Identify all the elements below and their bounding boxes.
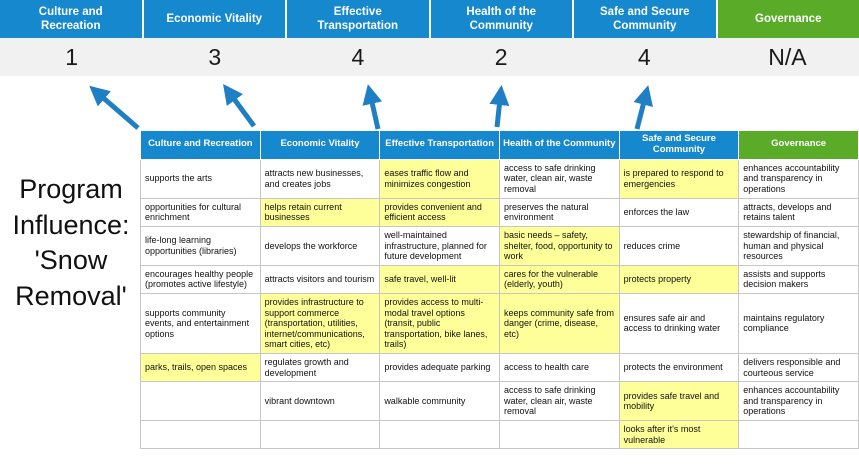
- matrix-cell-highlighted: safe travel, well-lit: [379, 264, 500, 294]
- program-title-line: Influence:: [12, 209, 130, 240]
- pillar-score-3: 4: [351, 43, 365, 70]
- matrix-cell: maintains regulatory compliance: [738, 292, 859, 354]
- matrix-cell: walkable community: [379, 381, 500, 422]
- matrix-header-3: Effective Transportation: [379, 130, 500, 160]
- matrix-cell: reduces crime: [618, 225, 740, 266]
- matrix-header-4: Health of the Community: [498, 130, 620, 160]
- matrix-row-4: encourages healthy people (promotes acti…: [140, 264, 859, 294]
- pillar-header-4: Health of the Community: [430, 0, 572, 38]
- up-arrow-icon: [633, 85, 653, 130]
- pillar-header-3: Effective Transportation: [287, 0, 429, 38]
- matrix-header-6: Governance: [738, 130, 859, 160]
- matrix-cell-highlighted: provides access to multi-modal travel op…: [379, 292, 500, 354]
- matrix-cell: well-maintained infrastructure, planned …: [379, 225, 500, 266]
- matrix-cell: access to safe drinking water, clean air…: [498, 381, 620, 422]
- influence-matrix: Culture and Recreation Economic Vitality E…: [140, 130, 859, 450]
- matrix-cell: enforces the law: [618, 197, 740, 227]
- program-title-line: 'Snow: [34, 245, 108, 276]
- scoreboard-header-row: Culture and Recreation Economic Vitality E…: [0, 0, 859, 38]
- matrix-cell: assists and supports decision makers: [738, 264, 859, 294]
- up-arrow-icon: [223, 83, 257, 128]
- pillar-score-1: 1: [65, 43, 78, 70]
- pillar-header-5: Safe and Secure Community: [574, 0, 716, 38]
- up-arrow-icon: [489, 85, 510, 128]
- matrix-row-7: vibrant downtown walkable community access…: [140, 381, 859, 422]
- matrix-body: supports the arts attracts new businesses…: [140, 158, 859, 450]
- matrix-cell: provides adequate parking: [379, 352, 500, 383]
- matrix-cell-highlighted: provides infrastructure to support comme…: [259, 292, 381, 354]
- score-arrows: [89, 83, 653, 130]
- matrix-cell: attracts, develops and retains talent: [738, 197, 859, 227]
- matrix-cell: vibrant downtown: [259, 381, 381, 422]
- matrix-cell-highlighted: looks after it's most vulnerable: [618, 420, 740, 450]
- pillar-score-4: 2: [494, 43, 508, 70]
- program-title: Program Influence: 'Snow Removal': [0, 172, 142, 315]
- pillar-score-6: N/A: [768, 43, 807, 70]
- matrix-cell: delivers responsible and courteous servi…: [738, 352, 859, 383]
- matrix-header-5: Safe and Secure Community: [618, 130, 740, 160]
- matrix-cell-highlighted: basic needs – safety, shelter, food, opp…: [498, 225, 620, 266]
- matrix-cell: protects the environment: [618, 352, 740, 383]
- matrix-cell: [140, 420, 261, 450]
- pillar-header-6: Governance: [717, 0, 859, 38]
- matrix-cell: [140, 381, 261, 422]
- matrix-cell: [379, 420, 500, 450]
- matrix-cell: supports the arts: [140, 158, 261, 199]
- matrix-cell: [738, 420, 859, 450]
- matrix-row-1: supports the arts attracts new businesses…: [140, 158, 859, 199]
- matrix-cell: attracts new businesses, and creates job…: [259, 158, 381, 199]
- matrix-row-6: parks, trails, open spaces regulates grow…: [140, 352, 859, 383]
- matrix-cell-highlighted: eases traffic flow and minimizes congest…: [379, 158, 500, 199]
- matrix-cell: [259, 420, 381, 450]
- matrix-cell: attracts visitors and tourism: [259, 264, 381, 294]
- up-arrow-icon: [89, 85, 140, 130]
- matrix-cell: [498, 420, 620, 450]
- matrix-cell: develops the workforce: [259, 225, 381, 266]
- program-title-line: Program: [19, 174, 123, 204]
- matrix-cell: access to health care: [498, 352, 620, 383]
- matrix-header-row: Culture and Recreation Economic Vitality E…: [140, 130, 859, 160]
- pillar-score-5: 4: [637, 43, 651, 70]
- matrix-cell-highlighted: provides safe travel and mobility: [618, 381, 740, 422]
- matrix-row-3: life-long learning opportunities (librar…: [140, 225, 859, 266]
- matrix-cell: access to safe drinking water, clean air…: [498, 158, 620, 199]
- matrix-cell: enhances accountability and transparency…: [738, 158, 859, 199]
- matrix-header-1: Culture and Recreation: [140, 130, 261, 160]
- matrix-cell: preserves the natural environment: [498, 197, 620, 227]
- matrix-head: Culture and Recreation Economic Vitality E…: [140, 130, 859, 160]
- matrix-cell: regulates growth and development: [259, 352, 381, 383]
- matrix-cell-highlighted: parks, trails, open spaces: [140, 352, 261, 383]
- matrix-cell-highlighted: is prepared to respond to emergencies: [618, 158, 740, 199]
- pillar-header-1: Culture and Recreation: [0, 0, 142, 38]
- pillar-score-2: 3: [208, 43, 222, 70]
- matrix-cell: encourages healthy people (promotes acti…: [140, 264, 261, 294]
- matrix-row-2: opportunities for cultural enrichment hel…: [140, 197, 859, 227]
- matrix-cell-highlighted: cares for the vulnerable (elderly, youth…: [498, 264, 620, 294]
- matrix-cell-highlighted: keeps community safe from danger (crime,…: [498, 292, 620, 354]
- matrix-row-5: supports community events, and entertain…: [140, 292, 859, 354]
- matrix-row-8: looks after it's most vulnerable: [140, 420, 859, 450]
- matrix-cell-highlighted: helps retain current businesses: [259, 197, 381, 227]
- matrix-header-2: Economic Vitality: [259, 130, 381, 160]
- matrix-cell: opportunities for cultural enrichment: [140, 197, 261, 227]
- program-title-line: Removal': [15, 280, 127, 311]
- matrix-cell: supports community events, and entertain…: [140, 292, 261, 354]
- matrix-cell-highlighted: provides convenient and efficient access: [379, 197, 500, 227]
- matrix-cell: life-long learning opportunities (librar…: [140, 225, 261, 266]
- up-arrow-icon: [362, 84, 383, 130]
- pillar-header-2: Economic Vitality: [143, 0, 285, 38]
- matrix-cell-highlighted: protects property: [618, 264, 740, 294]
- matrix-cell: stewardship of financial, human and phys…: [738, 225, 859, 266]
- matrix-cell: enhances accountability and transparency…: [738, 381, 859, 422]
- matrix-cell: ensures safe air and access to drinking …: [618, 292, 740, 354]
- score-row: 1 3 4 2 4 N/A: [0, 38, 859, 76]
